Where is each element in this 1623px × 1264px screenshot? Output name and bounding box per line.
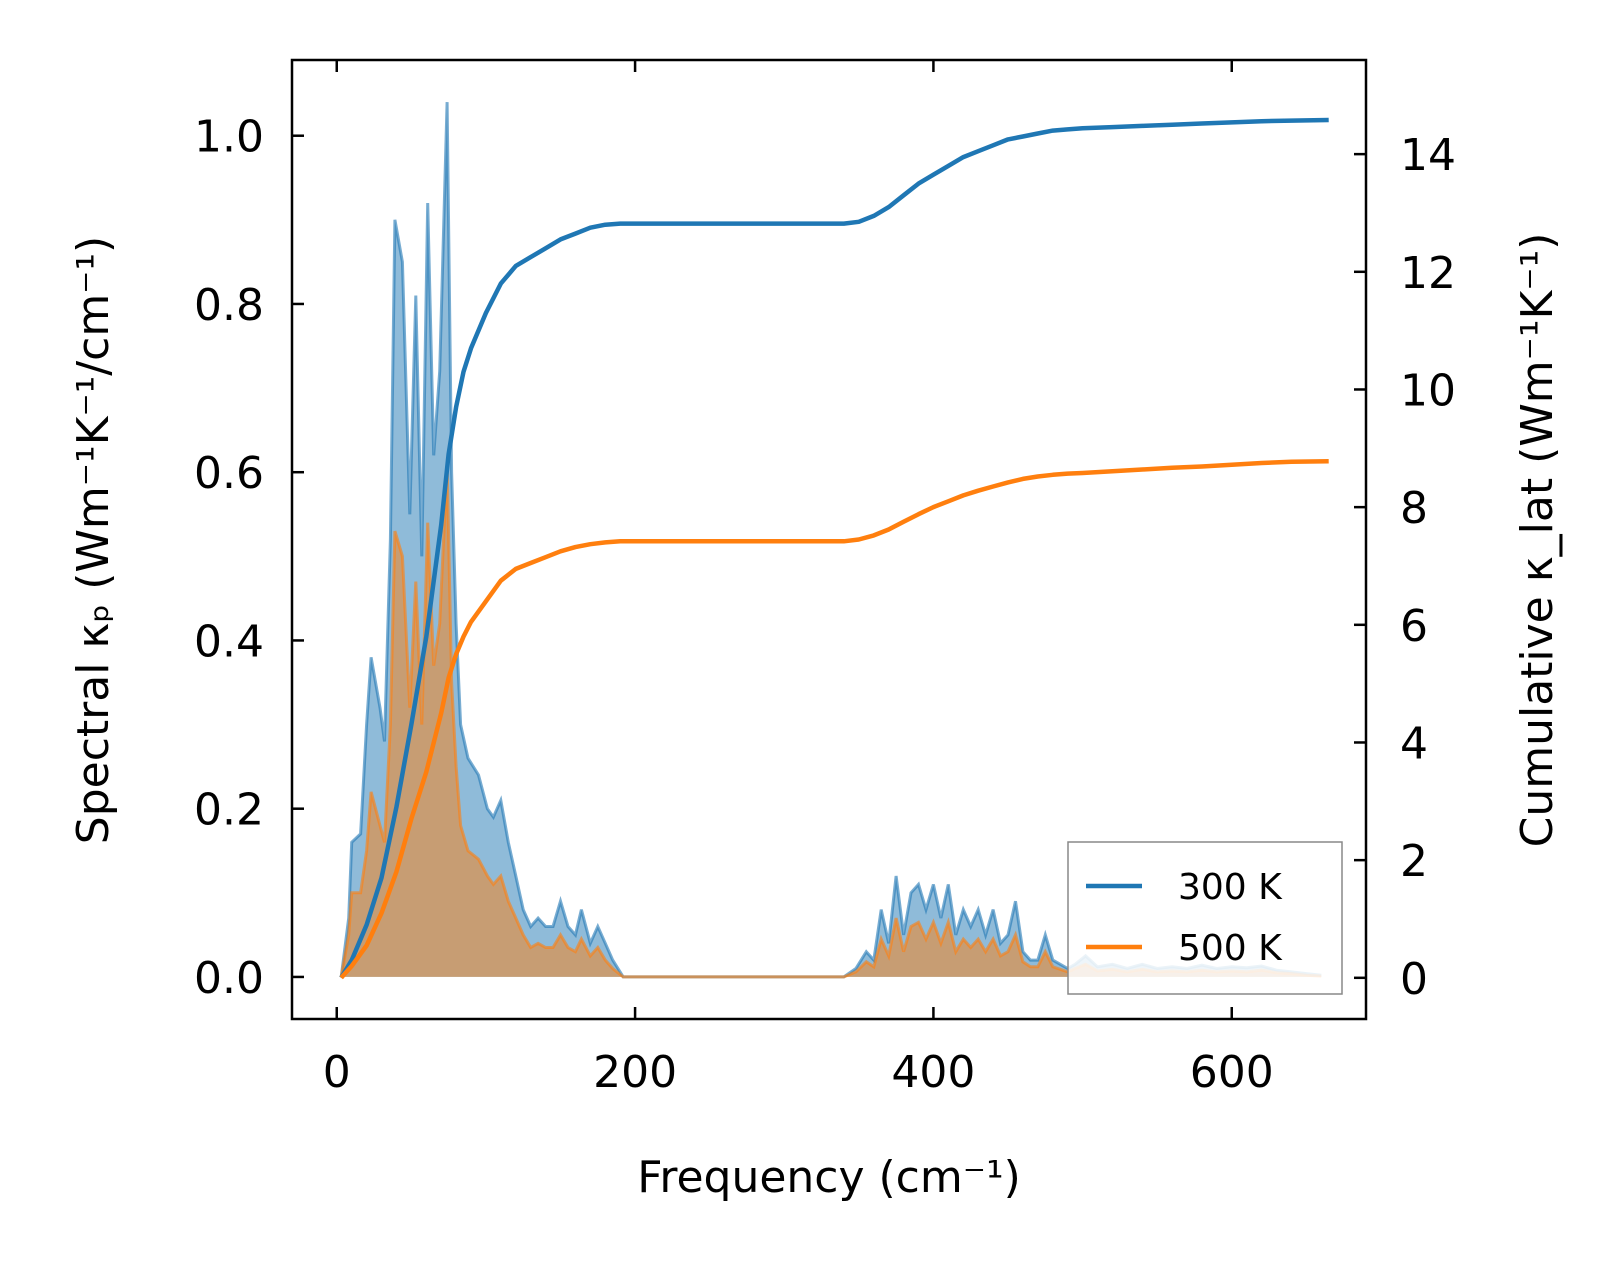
y-right-tick-label: 12 [1400, 248, 1456, 299]
y-right-tick-label: 2 [1400, 836, 1428, 887]
x-tick-label: 0 [323, 1047, 351, 1098]
plot-frame [290, 58, 1368, 1021]
y-axis-right-label: Cumulative κ_lat (Wm⁻¹K⁻¹) [1512, 233, 1563, 848]
legend: 300 K 500 K [1067, 841, 1343, 995]
y-left-tick-label: 0.8 [194, 280, 264, 331]
cumulative-line-1 [339, 459, 1329, 980]
y-axis-left-label: Spectral κₚ (Wm⁻¹K⁻¹/cm⁻¹) [68, 236, 119, 844]
y-left-tick-label: 0.0 [194, 953, 264, 1004]
y-right-tick-label: 10 [1400, 365, 1456, 416]
y-right-tick-label: 0 [1400, 954, 1428, 1005]
y-left-tick-label: 0.4 [194, 616, 264, 667]
y-left-tick-label: 0.2 [194, 785, 264, 836]
legend-label-500k: 500 K [1178, 928, 1283, 969]
x-tick-label: 400 [891, 1047, 975, 1098]
x-tick-label: 200 [593, 1047, 677, 1098]
y-right-tick-label: 8 [1400, 483, 1428, 534]
axis-ticks [292, 60, 1366, 1019]
y-right-tick-label: 4 [1400, 718, 1428, 769]
y-left-tick-label: 1.0 [194, 112, 264, 163]
spectral-area-1 [341, 463, 1322, 977]
legend-box [1067, 841, 1343, 995]
x-tick-label: 600 [1190, 1047, 1274, 1098]
y-right-tick-label: 6 [1400, 601, 1428, 652]
cumulative-line-0 [339, 117, 1329, 979]
x-axis-label: Frequency (cm⁻¹) [637, 1152, 1021, 1203]
legend-label-300k: 300 K [1178, 867, 1283, 908]
y-left-tick-label: 0.6 [194, 448, 264, 499]
y-right-tick-label: 14 [1400, 130, 1456, 181]
